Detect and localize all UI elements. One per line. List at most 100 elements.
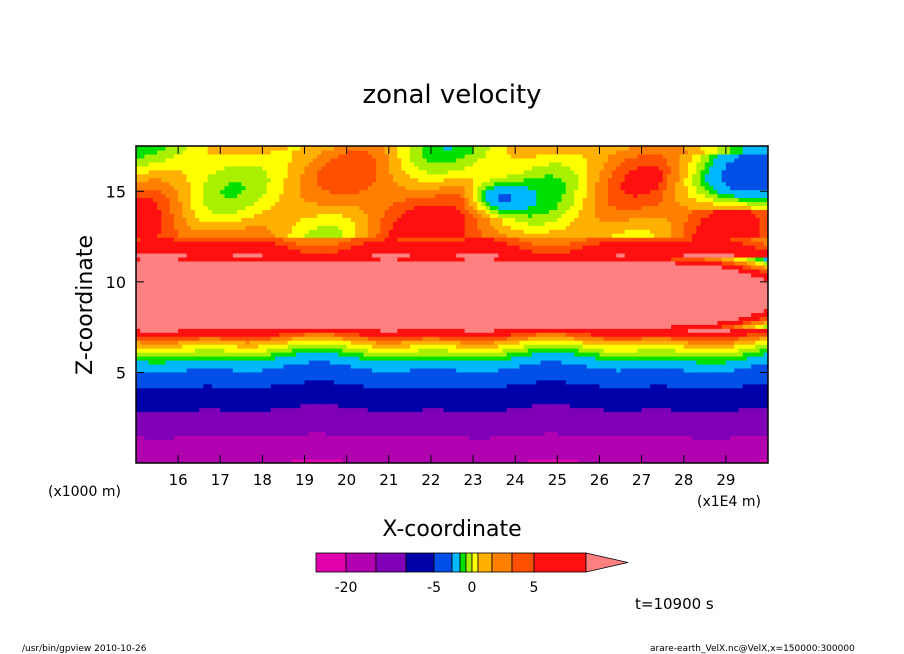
field-cell <box>245 197 251 203</box>
field-cell <box>148 237 154 242</box>
field-cell <box>157 169 162 175</box>
field-cell <box>245 427 251 432</box>
field-cell <box>393 288 398 294</box>
field-cell <box>397 399 403 405</box>
field-cell <box>350 328 356 333</box>
field-cell <box>241 165 247 171</box>
field-cell <box>140 304 146 310</box>
field-cell <box>355 316 360 321</box>
field-cell <box>308 181 314 187</box>
field-cell <box>283 149 289 155</box>
field-cell <box>245 312 251 317</box>
field-cell <box>367 181 373 187</box>
field-cell <box>275 431 280 436</box>
field-cell <box>169 292 175 298</box>
field-cell <box>203 407 209 413</box>
field-cell <box>380 451 386 456</box>
field-cell <box>325 352 331 357</box>
field-cell <box>275 153 280 159</box>
field-cell <box>157 348 162 353</box>
field-cell <box>140 173 146 179</box>
field-cell <box>241 280 247 286</box>
field-cell <box>266 312 272 317</box>
field-cell <box>317 459 322 463</box>
field-cell <box>308 447 314 452</box>
field-cell <box>388 379 394 385</box>
field-cell <box>388 268 394 274</box>
field-cell <box>270 221 276 226</box>
field-cell <box>249 300 255 306</box>
field-cell <box>346 292 352 298</box>
field-cell <box>211 169 217 175</box>
field-cell <box>397 443 403 448</box>
field-cell <box>380 312 386 317</box>
field-cell <box>199 237 205 242</box>
field-cell <box>182 312 188 317</box>
field-cell <box>258 459 263 463</box>
field-cell <box>245 324 251 329</box>
field-cell <box>182 340 188 345</box>
field-cell <box>165 252 171 258</box>
field-cell <box>194 256 200 262</box>
field-cell <box>136 237 141 242</box>
field-cell <box>199 387 205 393</box>
field-cell <box>334 375 339 381</box>
field-cell <box>321 431 327 436</box>
field-cell <box>388 451 394 456</box>
field-cell <box>152 356 158 361</box>
field-cell <box>220 304 226 310</box>
field-cell <box>228 197 234 203</box>
field-cell <box>329 288 335 294</box>
field-cell <box>144 153 150 159</box>
field-cell <box>228 225 234 230</box>
field-cell <box>393 407 398 413</box>
field-cell <box>144 399 150 405</box>
field-cell <box>228 359 234 365</box>
field-cell <box>140 419 146 424</box>
field-cell <box>291 165 297 171</box>
field-cell <box>203 427 209 432</box>
field-cell <box>203 348 209 353</box>
field-cell <box>140 264 146 270</box>
field-cell <box>291 245 297 250</box>
field-cell <box>245 264 251 270</box>
field-cell <box>384 359 390 365</box>
field-cell <box>237 256 242 262</box>
field-cell <box>161 193 167 199</box>
field-cell <box>245 233 251 238</box>
field-cell <box>207 284 213 290</box>
field-cell <box>136 336 141 341</box>
field-cell <box>140 296 146 302</box>
field-cell <box>350 272 356 278</box>
field-cell <box>270 245 276 250</box>
field-cell <box>165 237 171 242</box>
field-cell <box>287 431 293 436</box>
field-cell <box>199 427 205 432</box>
field-cell <box>397 332 403 337</box>
field-cell <box>338 427 344 432</box>
field-cell <box>300 280 306 286</box>
field-cell <box>325 435 331 440</box>
field-cell <box>270 383 276 389</box>
field-cell <box>203 387 209 393</box>
field-cell <box>346 161 352 167</box>
field-cell <box>380 379 386 385</box>
field-cell <box>308 288 314 294</box>
field-cell <box>350 249 356 254</box>
field-cell <box>220 379 226 385</box>
field-cell <box>279 367 285 373</box>
field-cell <box>194 439 200 444</box>
field-cell <box>393 169 398 175</box>
field-cell <box>270 316 276 321</box>
field-cell <box>342 383 348 389</box>
field-cell <box>207 213 213 218</box>
field-cell <box>165 427 171 432</box>
field-cell <box>325 256 331 262</box>
field-cell <box>140 383 146 389</box>
field-cell <box>363 328 369 333</box>
field-cell <box>169 264 175 270</box>
field-cell <box>371 356 377 361</box>
field-cell <box>140 169 146 175</box>
field-cell <box>359 316 365 321</box>
field-cell <box>136 252 141 258</box>
